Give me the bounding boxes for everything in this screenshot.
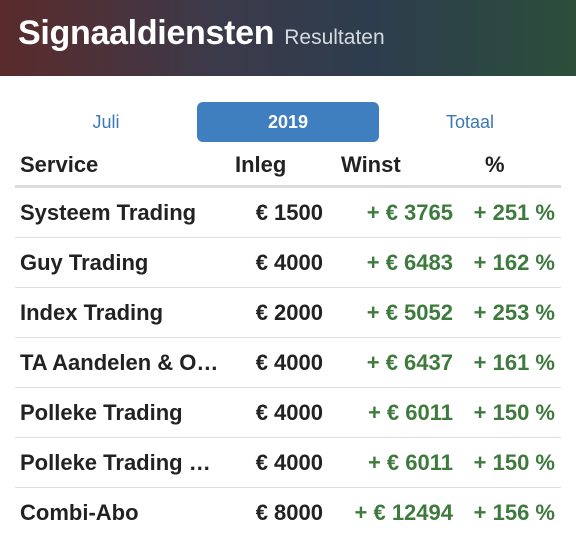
service-name: Guy Trading: [20, 249, 149, 275]
winst-value: + € 6011: [367, 449, 453, 475]
tab-juli[interactable]: Juli: [92, 112, 120, 132]
column-header-inleg: Inleg: [235, 151, 287, 177]
service-name: Index Trading: [20, 299, 164, 325]
percent-value: + 162 %: [473, 249, 555, 275]
service-name: Polleke Trading Plus: [20, 449, 223, 475]
inleg-value: € 4000: [255, 449, 323, 475]
percent-value: + 150 %: [473, 449, 555, 475]
tab-totaal[interactable]: Totaal: [445, 112, 495, 132]
percent-value: + 161 %: [473, 349, 555, 375]
percent-value: + 150 %: [473, 399, 555, 425]
winst-value: + € 6011: [367, 399, 453, 425]
service-name: TA Aandelen & Opties: [20, 349, 223, 375]
column-header-service: Service: [20, 151, 99, 177]
winst-value: + € 12494: [354, 500, 453, 525]
tab-2019[interactable]: 2019: [197, 102, 379, 142]
table-header: Service Inleg Winst %: [15, 144, 561, 188]
column-header-percent: %: [485, 151, 505, 177]
page-subtitle: Resultaten: [284, 26, 385, 49]
inleg-value: € 4000: [255, 349, 323, 375]
table-row: Guy Trading € 4000 + € 6483 + 162 %: [15, 238, 561, 288]
table-row: Polleke Trading € 4000 + € 6011 + 150 %: [15, 388, 561, 438]
winst-value: + € 6437: [366, 349, 453, 375]
inleg-value: € 8000: [255, 500, 323, 525]
page-title: Signaaldiensten: [18, 14, 275, 52]
table-row: TA Aandelen & Opties € 4000 + € 6437 + 1…: [15, 338, 561, 388]
table-row: Systeem Trading € 1500 + € 3765 + 251 %: [15, 188, 561, 238]
winst-value: + € 3765: [366, 199, 453, 225]
results-table: Service Inleg Winst % Systeem Trading € …: [15, 144, 561, 538]
table-row: Polleke Trading Plus € 4000 + € 6011 + 1…: [15, 438, 561, 488]
winst-value: + € 5052: [366, 299, 453, 325]
inleg-value: € 1500: [255, 199, 323, 225]
period-tabs: Juli 2019 Totaal: [15, 102, 561, 142]
inleg-value: € 4000: [255, 249, 323, 275]
winst-value: + € 6483: [366, 249, 453, 275]
service-name: Systeem Trading: [20, 199, 197, 225]
page-header: Signaaldiensten Resultaten: [0, 0, 576, 76]
service-name: Combi-Abo: [20, 500, 139, 525]
service-name: Polleke Trading: [20, 399, 183, 425]
table-row: Index Trading € 2000 + € 5052 + 253 %: [15, 288, 561, 338]
inleg-value: € 4000: [255, 399, 323, 425]
percent-value: + 251 %: [473, 199, 555, 225]
column-header-winst: Winst: [341, 151, 401, 177]
inleg-value: € 2000: [255, 299, 323, 325]
table-row: Combi-Abo € 8000 + € 12494 + 156 %: [15, 488, 561, 538]
percent-value: + 253 %: [473, 299, 555, 325]
percent-value: + 156 %: [473, 500, 555, 525]
